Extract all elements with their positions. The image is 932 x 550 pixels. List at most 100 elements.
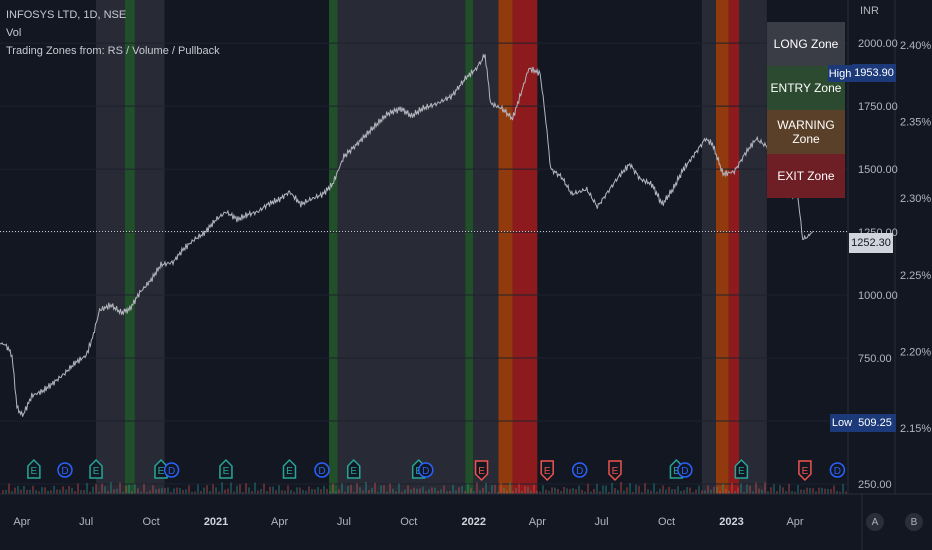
- volume-bar: [476, 482, 478, 494]
- volume-bar: [779, 485, 781, 494]
- volume-bar: [770, 487, 772, 494]
- volume-bar: [188, 485, 190, 494]
- volume-bar: [296, 487, 298, 494]
- volume-bar: [452, 484, 454, 494]
- volume-bar: [593, 488, 595, 494]
- zone-band-long: [96, 0, 125, 494]
- volume-bar: [503, 487, 505, 494]
- log-scale-button[interactable]: B: [905, 513, 923, 531]
- volume-bar: [446, 491, 448, 494]
- volume-bar: [821, 487, 823, 494]
- indicator-vol-label[interactable]: Vol: [6, 27, 22, 39]
- volume-bar: [239, 484, 241, 494]
- volume-bar: [656, 491, 658, 494]
- time-tick-label: 2021: [204, 516, 228, 528]
- volume-bar: [500, 482, 502, 494]
- volume-bar: [425, 491, 427, 494]
- volume-bar: [50, 490, 52, 494]
- volume-bar: [2, 490, 4, 494]
- volume-bar: [464, 490, 466, 494]
- volume-bar: [17, 486, 19, 494]
- volume-bar: [623, 490, 625, 494]
- volume-bar: [215, 487, 217, 494]
- volume-bar: [305, 490, 307, 494]
- volume-bar: [443, 485, 445, 494]
- volume-bar: [740, 483, 742, 494]
- volume-bar: [32, 485, 34, 494]
- volume-bar: [164, 488, 166, 494]
- volume-bar: [515, 488, 517, 494]
- volume-bar: [533, 484, 535, 494]
- dividend-marker: [57, 462, 73, 478]
- volume-bar: [332, 483, 334, 494]
- volume-bar: [791, 491, 793, 494]
- volume-bar: [155, 489, 157, 494]
- volume-bar: [125, 486, 127, 494]
- volume-bar: [560, 491, 562, 494]
- volume-bar: [116, 488, 118, 494]
- volume-bar: [101, 483, 103, 494]
- zone-exit-cell: EXIT Zone: [767, 154, 845, 198]
- volume-bar: [329, 491, 331, 494]
- volume-bar: [59, 489, 61, 494]
- volume-bar: [128, 484, 130, 494]
- volume-bar: [338, 489, 340, 494]
- volume-bar: [695, 489, 697, 494]
- volume-bar: [344, 491, 346, 494]
- volume-bar: [629, 483, 631, 494]
- volume-bar: [77, 483, 79, 494]
- volume-bar: [8, 483, 10, 494]
- volume-bar: [257, 490, 259, 494]
- indicator-zones-label[interactable]: Trading Zones from: RS / Volume / Pullba…: [6, 45, 220, 57]
- price-tick-label: 1750.00: [858, 101, 898, 113]
- earnings-marker: [282, 458, 297, 479]
- volume-bar: [242, 491, 244, 494]
- volume-bar: [683, 490, 685, 494]
- time-tick-label: Oct: [400, 516, 417, 528]
- time-tick-label: Apr: [271, 516, 288, 528]
- time-axis-panel[interactable]: [0, 494, 932, 550]
- pct-tick-label: 2.30%: [900, 193, 931, 205]
- volume-bar: [749, 485, 751, 494]
- zone-band-long: [701, 0, 716, 494]
- volume-bar: [812, 488, 814, 494]
- volume-bar: [509, 482, 511, 494]
- volume-bar: [653, 483, 655, 494]
- volume-bar: [122, 491, 124, 494]
- volume-bar: [641, 491, 643, 494]
- volume-bar: [362, 490, 364, 494]
- volume-bar: [716, 486, 718, 494]
- volume-bar: [152, 485, 154, 494]
- volume-bar: [281, 490, 283, 494]
- symbol-title[interactable]: INFOSYS LTD, 1D, NSE: [6, 9, 127, 21]
- time-tick-label: Jul: [337, 516, 351, 528]
- volume-bar: [803, 489, 805, 494]
- volume-bar: [437, 490, 439, 494]
- volume-bar: [176, 487, 178, 494]
- volume-bar: [11, 491, 13, 494]
- volume-bar: [230, 482, 232, 494]
- volume-bar: [212, 484, 214, 494]
- earnings-marker-letter: E: [738, 466, 745, 477]
- dividend-marker-letter: D: [576, 466, 583, 477]
- earnings-marker-letter: E: [93, 466, 100, 477]
- earnings-marker-letter: E: [31, 466, 38, 477]
- volume-bar: [119, 482, 121, 494]
- time-tick-label: 2022: [462, 516, 486, 528]
- volume-bar: [506, 490, 508, 494]
- dividend-marker-letter: D: [318, 466, 325, 477]
- volume-bar: [320, 489, 322, 494]
- volume-bar: [545, 489, 547, 494]
- volume-bar: [272, 486, 274, 494]
- auto-scale-button[interactable]: A: [866, 513, 884, 531]
- volume-bar: [518, 483, 520, 494]
- volume-bar: [626, 487, 628, 494]
- dividend-marker: [314, 462, 330, 478]
- volume-bar: [776, 491, 778, 494]
- volume-bar: [596, 483, 598, 494]
- volume-bar: [308, 486, 310, 494]
- volume-bar: [467, 484, 469, 494]
- volume-bar: [131, 491, 133, 494]
- volume-bar: [35, 490, 37, 494]
